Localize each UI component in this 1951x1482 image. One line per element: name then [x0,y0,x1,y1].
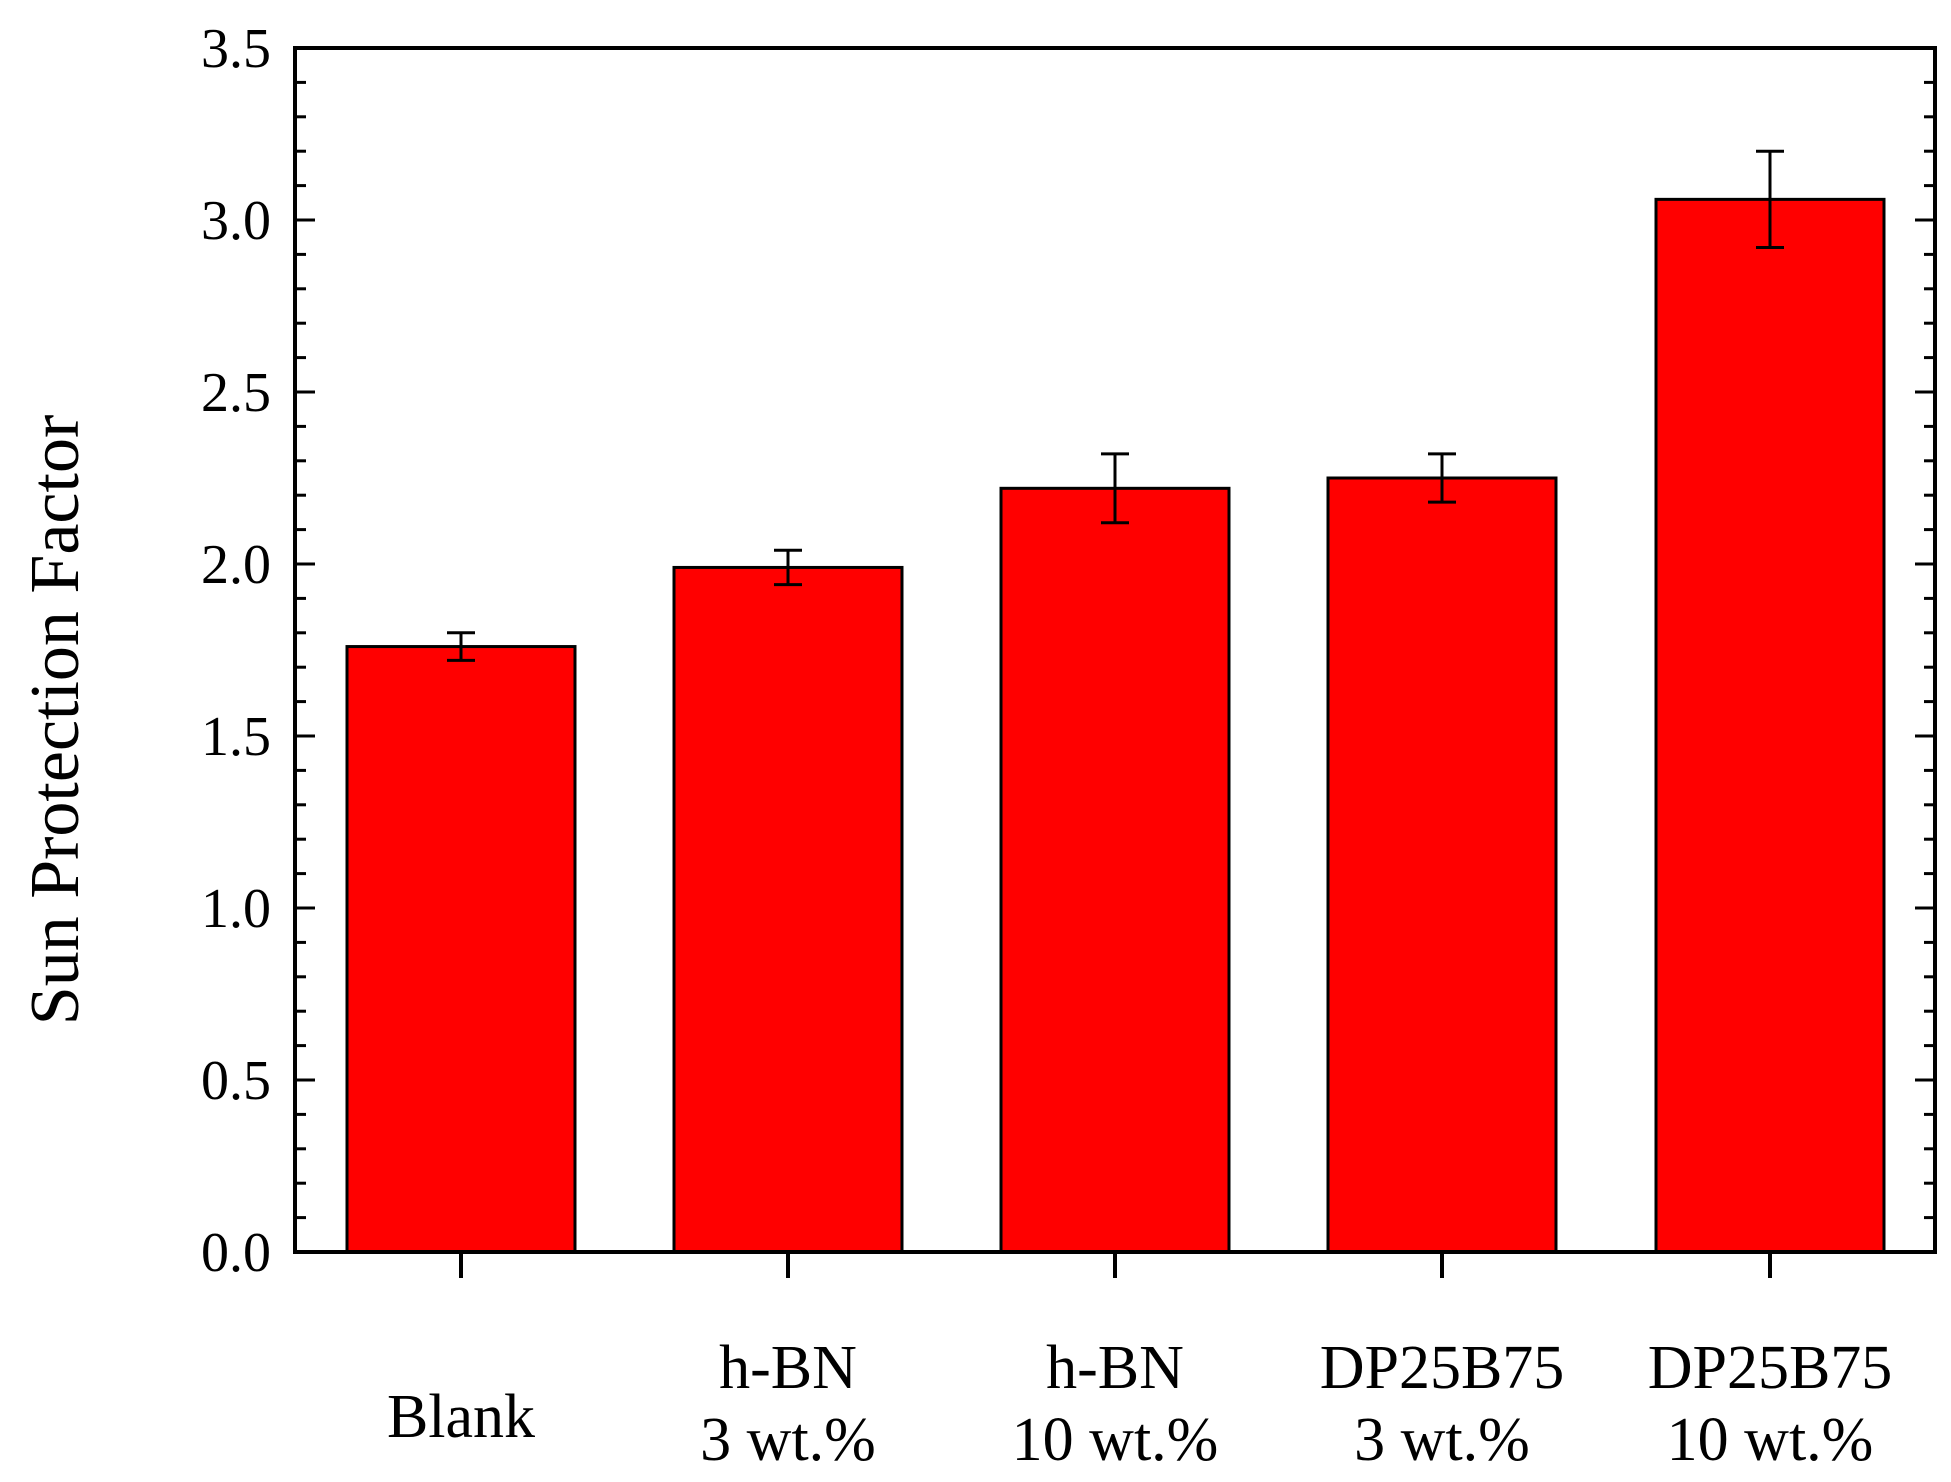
bar [345,645,577,1254]
x-category-label: DP25B75 [1648,1334,1893,1402]
plot-frame [293,46,1937,1254]
y-tick-label: 3.5 [201,18,271,80]
y-tick-label: 1.5 [201,706,271,768]
y-tick-label: 2.0 [201,534,271,596]
x-category-label: h-BN [1046,1334,1184,1402]
bar [999,486,1231,1254]
bars [345,197,1886,1254]
bar [1654,197,1886,1254]
x-category-label: h-BN [719,1334,857,1402]
x-category-label: 10 wt.% [1667,1406,1874,1474]
bar [1326,476,1558,1254]
y-tick-label: 0.5 [201,1050,271,1112]
y-tick-label: 2.5 [201,362,271,424]
x-category-label: DP25B75 [1320,1334,1565,1402]
x-category-label: 3 wt.% [700,1406,876,1474]
x-category-label: 3 wt.% [1354,1406,1530,1474]
y-tick-label: 0.0 [201,1222,271,1284]
y-tick-label: 3.0 [201,190,271,252]
y-tick-label: 1.0 [201,878,271,940]
x-category-label: 10 wt.% [1012,1406,1219,1474]
y-tick-labels: 0.0 0.5 1.0 1.5 2.0 2.5 3.0 3.5 [201,18,271,1284]
x-category-label: Blank [387,1383,535,1451]
error-bars [447,149,1784,662]
y-axis-title: Sun Protection Factor [17,415,94,1025]
bar [672,565,904,1254]
